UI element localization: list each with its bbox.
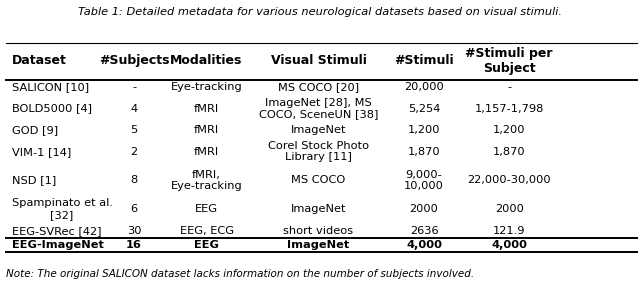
Text: -: -	[507, 82, 511, 92]
Text: 2: 2	[131, 147, 138, 157]
Text: short videos: short videos	[284, 226, 353, 236]
Text: ImageNet [28], MS
COCO, SceneUN [38]: ImageNet [28], MS COCO, SceneUN [38]	[259, 98, 378, 119]
Text: ImageNet: ImageNet	[291, 125, 346, 135]
Text: Eye-tracking: Eye-tracking	[171, 82, 243, 92]
Text: #Stimuli: #Stimuli	[394, 54, 454, 67]
Text: VIM-1 [14]: VIM-1 [14]	[12, 147, 71, 157]
Text: 1,157-1,798: 1,157-1,798	[474, 103, 544, 113]
Text: 4,000: 4,000	[491, 240, 527, 250]
Text: 2000: 2000	[410, 204, 438, 214]
Text: 5: 5	[131, 125, 138, 135]
Text: ImageNet: ImageNet	[291, 204, 346, 214]
Text: 8: 8	[131, 175, 138, 185]
Text: Corel Stock Photo
Library [11]: Corel Stock Photo Library [11]	[268, 141, 369, 162]
Text: Visual Stimuli: Visual Stimuli	[271, 54, 366, 67]
Text: EEG, ECG: EEG, ECG	[180, 226, 234, 236]
Text: 9,000-
10,000: 9,000- 10,000	[404, 170, 444, 191]
Text: ImageNet: ImageNet	[287, 240, 349, 250]
Text: EEG: EEG	[194, 240, 219, 250]
Text: 1,870: 1,870	[408, 147, 440, 157]
Text: MS COCO: MS COCO	[291, 175, 346, 185]
Text: Modalities: Modalities	[170, 54, 243, 67]
Text: 2636: 2636	[410, 226, 438, 236]
Text: 4,000: 4,000	[406, 240, 442, 250]
Text: MS COCO [20]: MS COCO [20]	[278, 82, 359, 92]
Text: fMRI: fMRI	[194, 125, 219, 135]
Text: EEG-SVRec [42]: EEG-SVRec [42]	[12, 226, 101, 236]
Text: Table 1: Detailed metadata for various neurological datasets based on visual sti: Table 1: Detailed metadata for various n…	[78, 7, 562, 17]
Text: 1,200: 1,200	[493, 125, 525, 135]
Text: 2000: 2000	[495, 204, 524, 214]
Text: GOD [9]: GOD [9]	[12, 125, 58, 135]
Text: 1,870: 1,870	[493, 147, 525, 157]
Text: EEG: EEG	[195, 204, 218, 214]
Text: NSD [1]: NSD [1]	[12, 175, 56, 185]
Text: fMRI: fMRI	[194, 147, 219, 157]
Text: 30: 30	[127, 226, 141, 236]
Text: Note: The original SALICON dataset lacks information on the number of subjects i: Note: The original SALICON dataset lacks…	[6, 269, 474, 279]
Text: #Subjects: #Subjects	[99, 54, 170, 67]
Text: 121.9: 121.9	[493, 226, 525, 236]
Text: #Stimuli per
Subject: #Stimuli per Subject	[465, 46, 553, 75]
Text: Dataset: Dataset	[12, 54, 67, 67]
Text: 1,200: 1,200	[408, 125, 440, 135]
Text: 4: 4	[131, 103, 138, 113]
Text: 22,000-30,000: 22,000-30,000	[467, 175, 551, 185]
Text: fMRI,
Eye-tracking: fMRI, Eye-tracking	[171, 170, 243, 191]
Text: 20,000: 20,000	[404, 82, 444, 92]
Text: Spampinato et al.
[32]: Spampinato et al. [32]	[12, 198, 113, 220]
Text: BOLD5000 [4]: BOLD5000 [4]	[12, 103, 92, 113]
Text: 6: 6	[131, 204, 138, 214]
Text: 5,254: 5,254	[408, 103, 440, 113]
Text: -: -	[132, 82, 136, 92]
Text: fMRI: fMRI	[194, 103, 219, 113]
Text: 16: 16	[126, 240, 142, 250]
Text: EEG-ImageNet: EEG-ImageNet	[12, 240, 104, 250]
Text: SALICON [10]: SALICON [10]	[12, 82, 89, 92]
